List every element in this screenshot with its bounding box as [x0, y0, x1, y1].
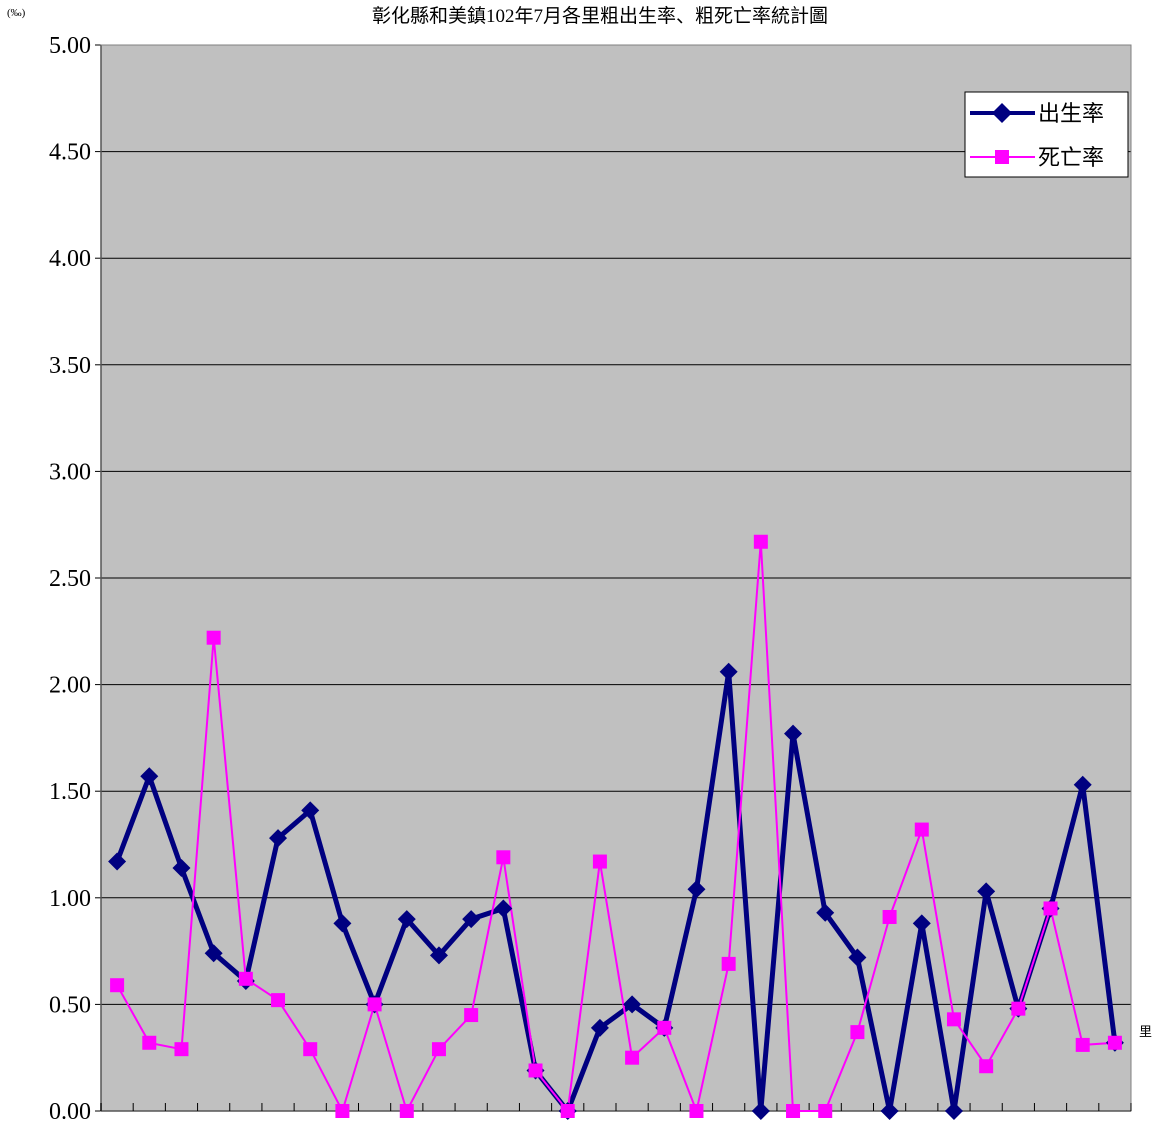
- data-point-death: [271, 993, 286, 1008]
- series-line-death: [116, 541, 1115, 1115]
- series-lines: [108, 534, 1124, 1120]
- data-point-birth: [204, 944, 223, 963]
- data-point-birth: [944, 1102, 963, 1120]
- data-point-birth: [494, 899, 513, 918]
- data-point-birth: [751, 1102, 770, 1120]
- data-point-death: [496, 850, 511, 865]
- data-point-death: [238, 971, 253, 986]
- data-point-death: [367, 997, 382, 1012]
- y-tick-label: 0.50: [49, 992, 91, 1018]
- data-point-birth: [269, 829, 288, 848]
- data-point-death: [1107, 1035, 1122, 1050]
- data-point-birth: [848, 948, 867, 967]
- y-tick-label: 4.00: [49, 246, 91, 272]
- data-point-death: [625, 1050, 640, 1065]
- y-tick-label: 1.00: [49, 886, 91, 912]
- data-point-death: [689, 1104, 704, 1118]
- data-point-death: [335, 1104, 350, 1118]
- y-axis-unit: (‰): [7, 7, 26, 19]
- legend-label-birth: 出生率: [1038, 101, 1104, 126]
- data-point-death: [206, 630, 221, 645]
- y-tick-label: 2.00: [49, 673, 91, 699]
- y-tick-label: 5.00: [49, 33, 91, 59]
- y-tick-label: 3.00: [49, 459, 91, 485]
- data-point-death: [657, 1020, 672, 1035]
- data-point-death: [818, 1104, 833, 1118]
- data-point-birth: [108, 852, 127, 871]
- data-point-death: [174, 1042, 189, 1057]
- data-point-death: [110, 978, 125, 993]
- data-point-death: [431, 1042, 446, 1057]
- data-point-death: [560, 1104, 575, 1118]
- data-point-birth: [816, 903, 835, 922]
- data-point-birth: [172, 858, 191, 877]
- legend-label-death: 死亡率: [1038, 145, 1104, 170]
- data-point-birth: [719, 662, 738, 681]
- data-point-death: [914, 822, 929, 837]
- data-point-birth: [912, 914, 931, 933]
- data-point-birth: [462, 910, 481, 929]
- y-tick-label: 4.50: [49, 140, 91, 166]
- data-point-birth: [687, 880, 706, 899]
- data-point-birth: [429, 946, 448, 965]
- data-point-birth: [623, 995, 642, 1014]
- data-point-death: [882, 909, 897, 924]
- legend-marker-birth: [992, 103, 1012, 123]
- y-axis: 0.00 0.50 1.00 1.50 2.00 2.50 3.00 3.50 4.00 4.50…: [49, 33, 102, 1125]
- data-point-death: [464, 1008, 479, 1023]
- data-point-birth: [590, 1018, 609, 1037]
- legend-marker-death: [995, 150, 1009, 164]
- data-point-death: [399, 1104, 414, 1118]
- data-point-birth: [977, 882, 996, 901]
- data-point-birth: [880, 1102, 899, 1120]
- y-tick-label: 3.50: [49, 353, 91, 379]
- data-point-birth: [784, 724, 803, 743]
- data-point-birth: [397, 910, 416, 929]
- series-line-birth: [114, 671, 1118, 1116]
- x-axis-unit: 里: [1139, 1024, 1152, 1039]
- data-point-death: [528, 1063, 543, 1078]
- data-point-death: [592, 854, 607, 869]
- y-tick-label: 2.50: [49, 566, 91, 592]
- data-point-death: [1043, 901, 1058, 916]
- data-point-death: [721, 956, 736, 971]
- legend: 出生率 死亡率: [964, 91, 1129, 178]
- data-point-birth: [140, 767, 159, 786]
- data-point-death: [946, 1012, 961, 1027]
- data-point-death: [786, 1104, 801, 1118]
- data-point-death: [1011, 1001, 1026, 1016]
- y-tick-label: 0.00: [49, 1099, 91, 1125]
- legend-box: [964, 91, 1129, 178]
- data-point-death: [142, 1035, 157, 1050]
- data-point-birth: [301, 801, 320, 820]
- data-point-death: [303, 1042, 318, 1057]
- y-tick-label: 1.50: [49, 779, 91, 805]
- data-point-death: [979, 1059, 994, 1074]
- data-point-death: [1075, 1037, 1090, 1052]
- chart-title: 彰化縣和美鎮102年7月各里粗出生率、粗死亡率統計圖: [372, 5, 828, 27]
- data-point-death: [753, 534, 768, 549]
- data-point-death: [850, 1025, 865, 1040]
- data-point-birth: [1073, 775, 1092, 794]
- data-point-birth: [333, 914, 352, 933]
